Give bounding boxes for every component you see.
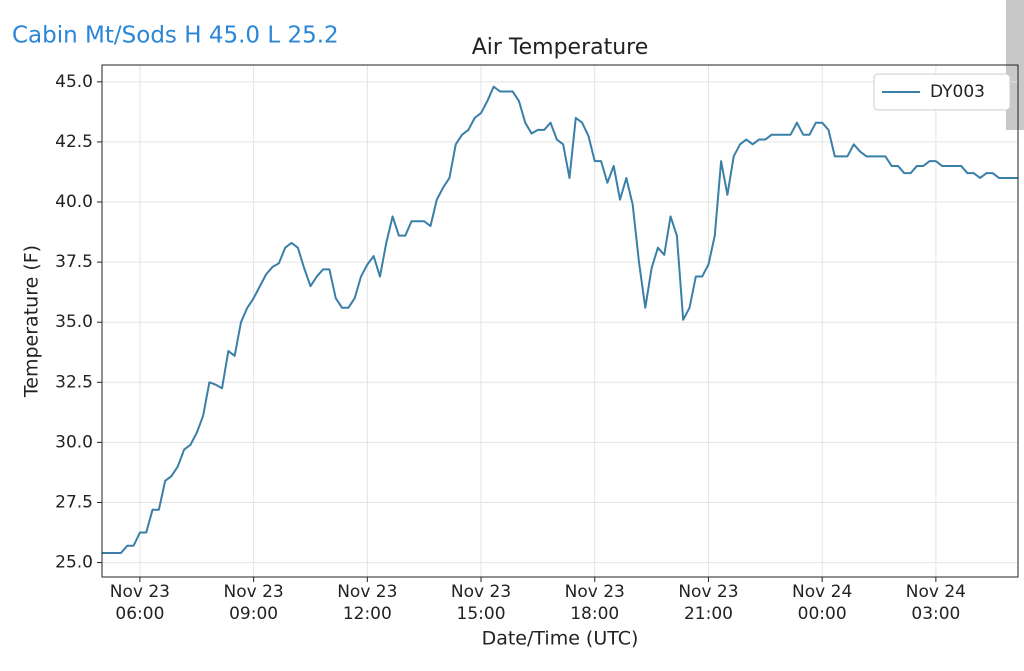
x-tick-label: Nov 23 06:00 — [110, 582, 170, 624]
x-tick-label: Nov 24 00:00 — [792, 582, 852, 624]
y-tick-label: 30.0 — [55, 432, 93, 452]
y-axis-label: Temperature (F) — [21, 245, 43, 398]
y-tick-label: 37.5 — [55, 252, 93, 272]
x-tick-label: Nov 23 21:00 — [678, 582, 738, 624]
y-tick-label: 25.0 — [55, 553, 93, 573]
y-tick-label: 32.5 — [55, 372, 93, 392]
x-tick-label: Nov 23 12:00 — [337, 582, 397, 624]
y-tick-label: 40.0 — [55, 192, 93, 212]
legend-label: DY003 — [930, 82, 985, 102]
legend-box — [873, 73, 1011, 111]
y-tick-label: 42.5 — [55, 132, 93, 152]
data-line — [102, 85, 1018, 554]
chart-title: Air Temperature — [472, 35, 649, 60]
station-header: Cabin Mt/Sods H 45.0 L 25.2 — [12, 23, 339, 49]
y-tick-label: 35.0 — [55, 312, 93, 332]
x-tick-label: Nov 23 15:00 — [451, 582, 511, 624]
y-tick-label: 45.0 — [55, 72, 93, 92]
x-axis-label: Date/Time (UTC) — [482, 628, 639, 650]
x-tick-label: Nov 24 03:00 — [906, 582, 966, 624]
y-tick-label: 27.5 — [55, 492, 93, 512]
x-tick-label: Nov 23 18:00 — [565, 582, 625, 624]
plot-frame — [101, 64, 1019, 578]
x-tick-label: Nov 23 09:00 — [224, 582, 284, 624]
